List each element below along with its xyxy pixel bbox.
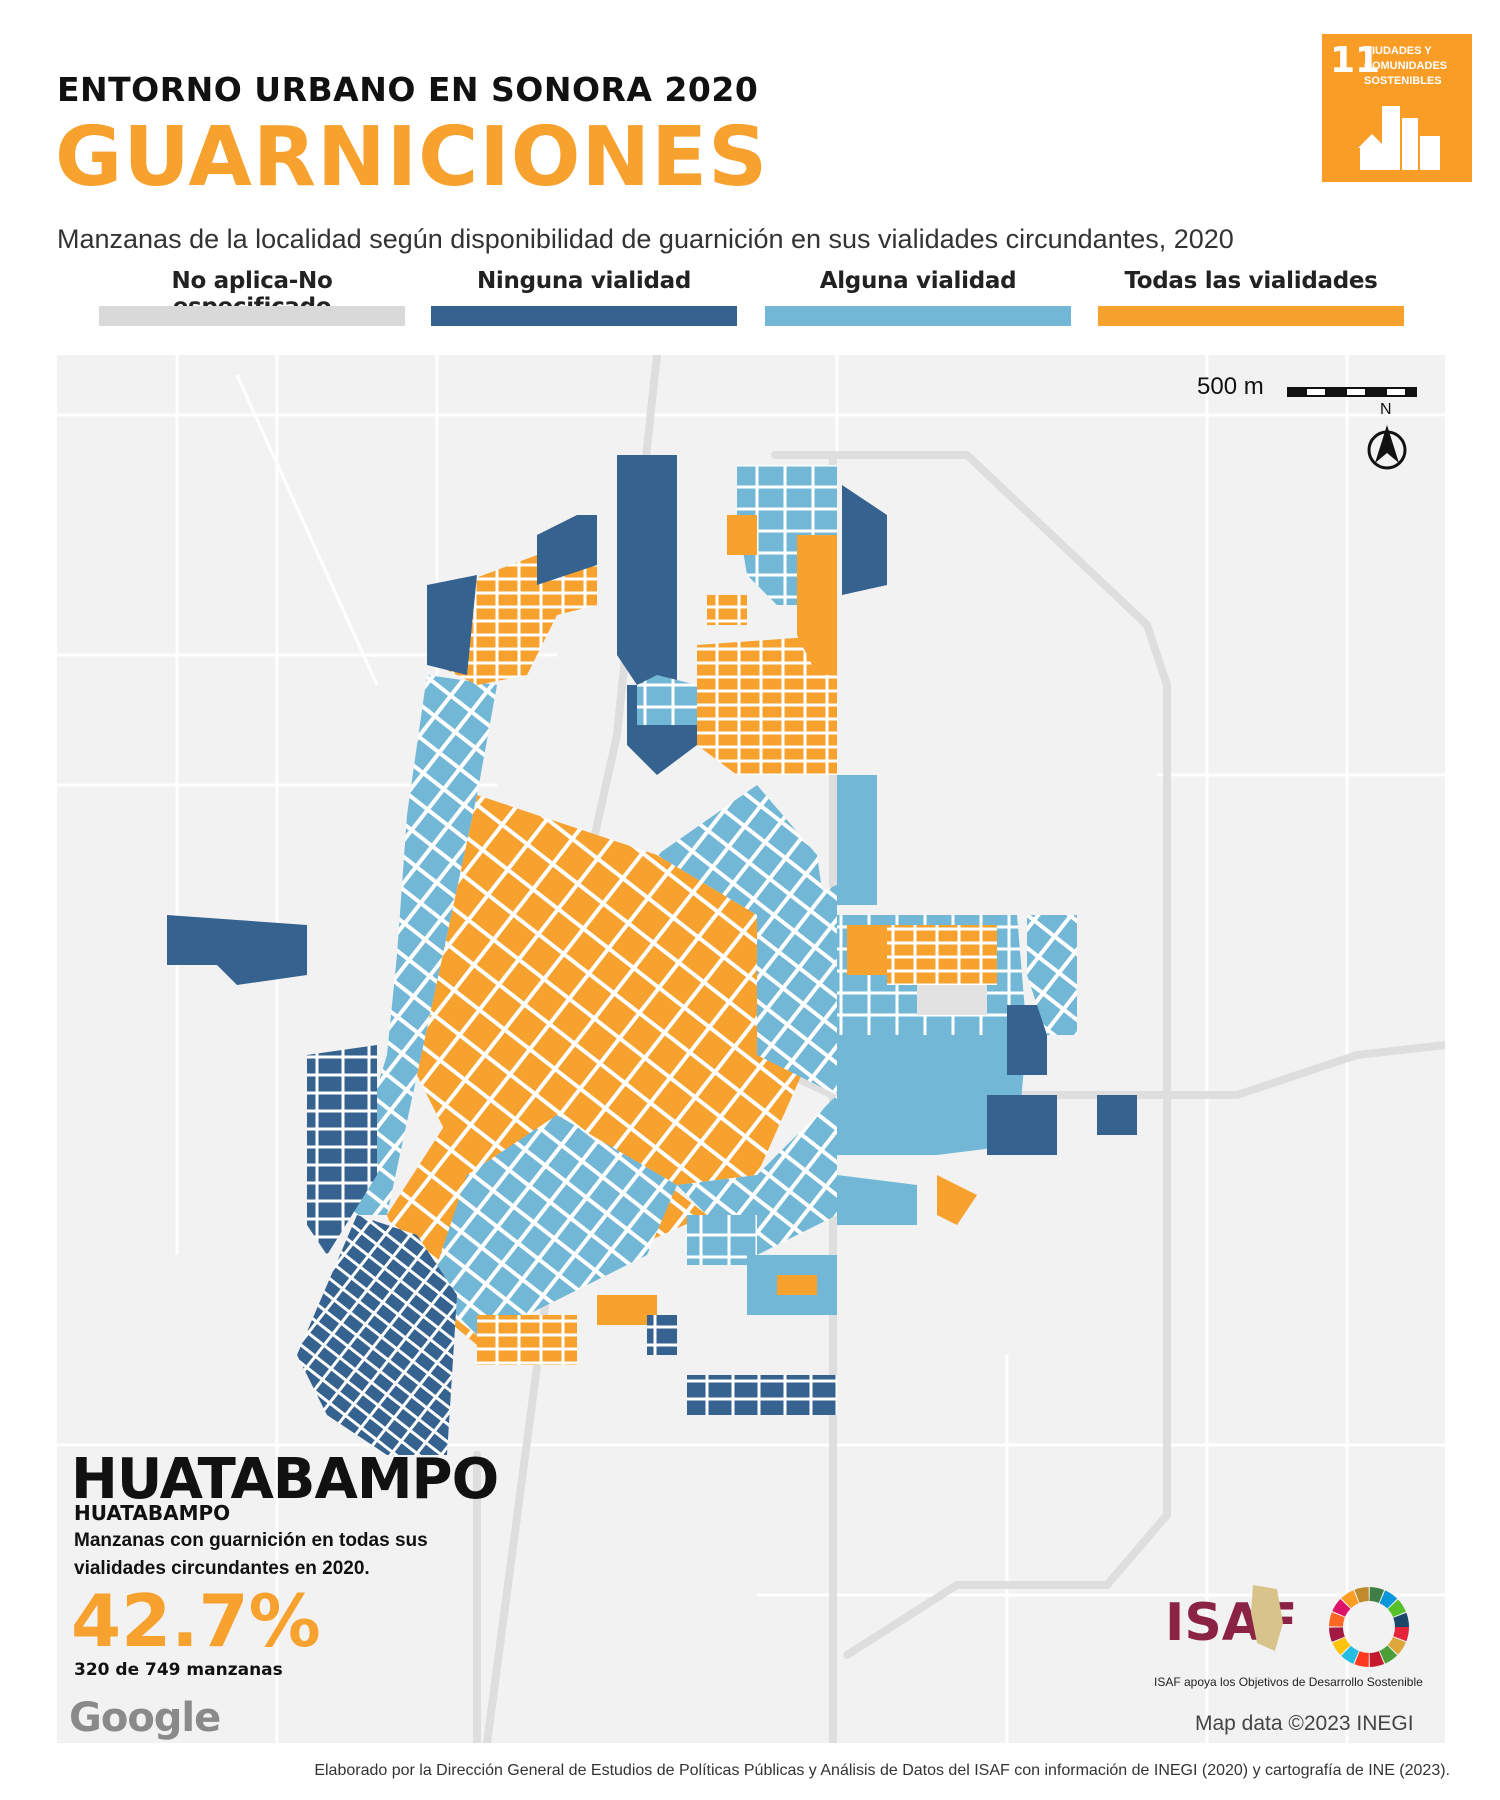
footer-credit: Elaborado por la Dirección General de Es… [314,1762,1450,1779]
stat-description: Manzanas con guarnición en todas sus via… [74,1530,428,1579]
legend-item-ninguna: Ninguna vialidad [431,268,737,326]
legend-label: Todas las vialidades [1124,268,1378,294]
legend-item-alguna: Alguna vialidad [765,268,1071,326]
urban-blocks [167,455,1137,1455]
locality-subtitle: HUATABAMPO [74,1501,231,1525]
stat-count: 320 de 749 manzanas [74,1660,283,1680]
sdg-wheel-icon [1329,1587,1409,1667]
page-title: GUARNICIONES [55,110,769,205]
legend-label: Ninguna vialidad [476,268,692,294]
legend-item-no-aplica: No aplica-No especificado [99,268,405,326]
scale-label: 500 m [1197,373,1264,400]
sdg-text: CIUDADES Y COMUNIDADES SOSTENIBLES [1364,45,1448,87]
map-canvas[interactable]: 500 m N HUATABAMPO HUATABAMPO Manzanas c… [57,355,1445,1743]
city-buildings-icon [1358,106,1440,170]
north-arrow-icon [1367,425,1407,470]
legend-swatch [1098,306,1404,326]
google-logo: Google [69,1695,221,1741]
legend-swatch [431,306,737,326]
legend-item-todas: Todas las vialidades [1098,268,1404,326]
locality-name: HUATABAMPO [71,1447,499,1512]
map-subtitle: Manzanas de la localidad según disponibi… [57,224,1234,254]
map-attribution: Map data ©2023 INEGI [1195,1712,1414,1735]
isaf-tagline: ISAF apoya los Objetivos de Desarrollo S… [1154,1675,1423,1689]
legend-label: Alguna vialidad [819,268,1017,294]
header-kicker: ENTORNO URBANO EN SONORA 2020 [57,70,759,109]
legend-swatch [99,306,405,326]
isaf-map-emblem-icon [1251,1585,1283,1651]
background-roads [57,355,1445,1743]
stat-percent: 42.7% [71,1579,321,1663]
legend-swatch [765,306,1071,326]
sdg-number: 11 [1330,40,1381,81]
map-layer [57,355,1445,1743]
north-label: N [1380,401,1392,418]
sdg-11-badge: 11 CIUDADES Y COMUNIDADES SOSTENIBLES [1322,34,1472,182]
scale-bar [1287,387,1417,397]
